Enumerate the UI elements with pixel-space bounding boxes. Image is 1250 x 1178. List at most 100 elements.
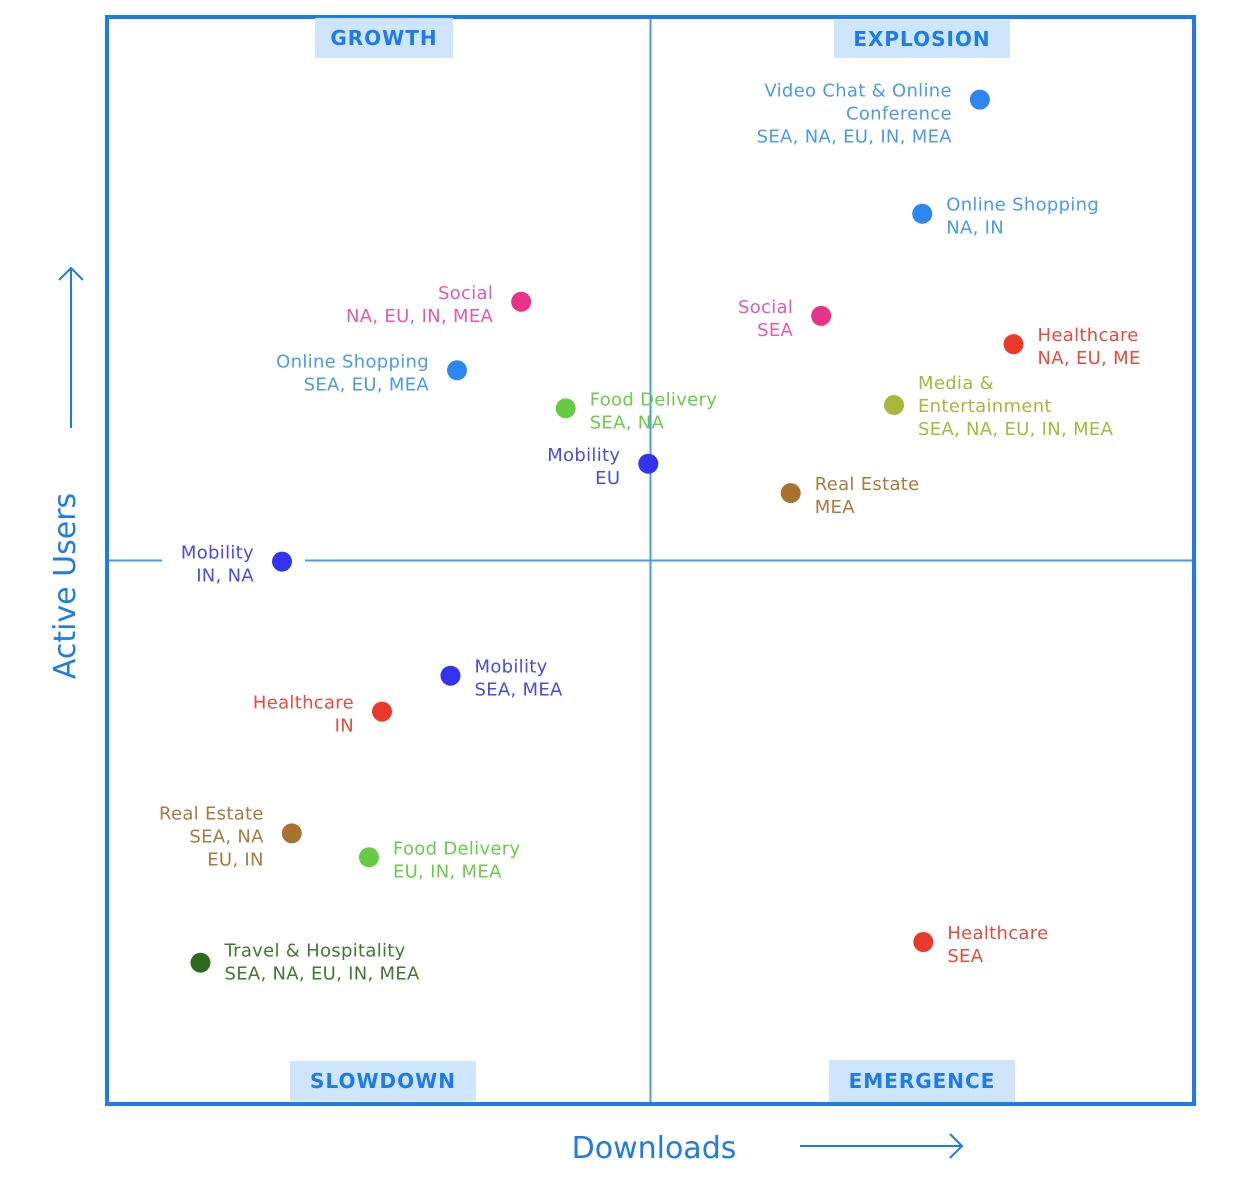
point-regions: SEA (947, 946, 983, 967)
data-point-label: Online Shopping NA, IN (946, 195, 1099, 239)
point-regions: SEA, NA, EU, IN, MEA (757, 127, 953, 148)
quadrant-tag-bg (290, 1061, 476, 1101)
data-point-group: Healthcare SEA (913, 923, 1048, 967)
point-regions: EU, IN, MEA (393, 861, 502, 882)
point-regions: SEA, EU, MEA (304, 374, 430, 395)
data-point (555, 398, 576, 419)
data-point (190, 952, 211, 973)
data-point-group: Mobility SEA, MEA (440, 657, 563, 701)
data-point-group: Food Delivery SEA, NA (555, 389, 718, 433)
y-axis-arrow-icon (58, 266, 84, 428)
quadrant-tag-emergence: EMERGENCE (829, 1060, 1015, 1102)
quadrant-tag-bg (834, 20, 1010, 58)
data-point (912, 203, 933, 224)
data-point (780, 483, 801, 504)
data-point-label: Mobility IN, NA (181, 543, 254, 587)
data-point (511, 291, 532, 312)
data-point-label: Social SEA (738, 297, 794, 341)
data-point-label: Healthcare IN (253, 693, 354, 737)
quadrant-tag-bg (829, 1060, 1015, 1102)
data-point-group: Social SEA (738, 297, 832, 341)
data-point-group: Travel & Hospitality SEA, NA, EU, IN, MEA (190, 941, 420, 985)
point-regions: SEA, NA, EU, IN, MEA (918, 419, 1114, 440)
point-regions: SEA, MEA (474, 680, 563, 701)
data-point (372, 701, 393, 722)
data-point (969, 89, 990, 110)
data-point (281, 823, 302, 844)
data-point-label: Food Delivery SEA, NA (590, 389, 718, 433)
point-regions: Entertainment (918, 396, 1052, 417)
point-category: Healthcare (947, 923, 1048, 944)
plot-frame (105, 15, 1196, 1106)
point-regions: SEA, NA (590, 412, 665, 433)
data-point (1003, 334, 1024, 355)
quadrant-label-growth: GROWTH (330, 26, 437, 50)
data-point-label: Travel & Hospitality SEA, NA, EU, IN, MEA (223, 941, 420, 985)
point-regions: EU, IN (207, 849, 264, 870)
data-point (638, 453, 659, 474)
data-point-group: Mobility IN, NA (181, 543, 293, 587)
point-category: Healthcare (253, 693, 354, 714)
x-axis-title: Downloads (572, 1131, 737, 1166)
data-point (913, 932, 934, 953)
quadrant-label-slowdown: SLOWDOWN (310, 1069, 456, 1093)
point-category: Real Estate (815, 474, 920, 495)
y-axis-arrow-head (58, 266, 84, 281)
point-category: Real Estate (159, 803, 264, 824)
point-regions: NA, EU, ME (1038, 348, 1141, 369)
quadrant-tag-bg (315, 18, 453, 58)
data-point-label: Real Estate SEA, NA EU, IN (159, 803, 264, 870)
point-regions: SEA, NA, EU, IN, MEA (224, 964, 420, 985)
data-point (358, 847, 379, 868)
point-category: Food Delivery (393, 838, 521, 859)
point-regions: Conference (846, 104, 952, 125)
point-category: Video Chat & Online (764, 81, 951, 102)
quadrant-label-explosion: EXPLOSION (853, 27, 990, 51)
point-category: Mobility (181, 543, 254, 564)
point-category: Mobility (474, 657, 547, 678)
data-point-label: Real Estate MEA (815, 474, 920, 518)
point-category: Travel & Hospitality (223, 941, 405, 962)
data-point-label: Video Chat & Online Conference SEA, NA, EU… (757, 81, 953, 148)
point-regions: IN, NA (196, 566, 254, 587)
quadrant-tag-slowdown: SLOWDOWN (290, 1061, 476, 1101)
point-regions: MEA (815, 497, 856, 518)
data-point-group: Real Estate MEA (780, 474, 920, 518)
x-axis-arrow-icon (800, 1133, 964, 1159)
point-regions: NA, IN (946, 218, 1004, 239)
data-point-label: Healthcare NA, EU, ME (1038, 325, 1141, 369)
point-category: Online Shopping (276, 351, 429, 372)
point-regions: SEA (757, 320, 793, 341)
point-category: Online Shopping (946, 195, 1099, 216)
data-point-group: Video Chat & Online Conference SEA, NA, EU… (757, 81, 990, 148)
data-point (272, 551, 293, 572)
point-regions: SEA, NA (189, 826, 264, 847)
data-point-group: Online Shopping NA, IN (912, 195, 1099, 239)
quadrant-tag-explosion: EXPLOSION (834, 20, 1010, 58)
point-category: Mobility (547, 445, 620, 466)
x-axis-arrow-head (949, 1133, 964, 1159)
data-point (811, 305, 832, 326)
point-category: Healthcare (1038, 325, 1139, 346)
data-point-label: Food Delivery EU, IN, MEA (393, 838, 521, 882)
y-axis-title: Active Users (48, 493, 83, 679)
data-point-label: Mobility SEA, MEA (474, 657, 563, 701)
quadrant-label-emergence: EMERGENCE (849, 1069, 996, 1093)
data-point-label: Media & Entertainment SEA, NA, EU, IN, MEA (918, 373, 1114, 440)
data-point (440, 665, 461, 686)
data-point-group: Online Shopping SEA, EU, MEA (276, 351, 468, 395)
quadrant-tag-growth: GROWTH (315, 18, 453, 58)
data-point (447, 360, 468, 381)
point-regions: IN (335, 716, 354, 737)
data-point-group: Food Delivery EU, IN, MEA (358, 838, 521, 882)
data-point-group: Social NA, EU, IN, MEA (346, 283, 532, 327)
point-regions: NA, EU, IN, MEA (346, 306, 494, 327)
data-point-label: Mobility EU (547, 445, 620, 489)
data-point-label: Online Shopping SEA, EU, MEA (276, 351, 429, 395)
data-point-group: Healthcare NA, EU, ME (1003, 325, 1141, 369)
point-category: Media & (918, 373, 994, 394)
data-point-group: Mobility EU (547, 445, 659, 489)
point-category: Social (738, 297, 793, 318)
data-point-label: Healthcare SEA (947, 923, 1048, 967)
